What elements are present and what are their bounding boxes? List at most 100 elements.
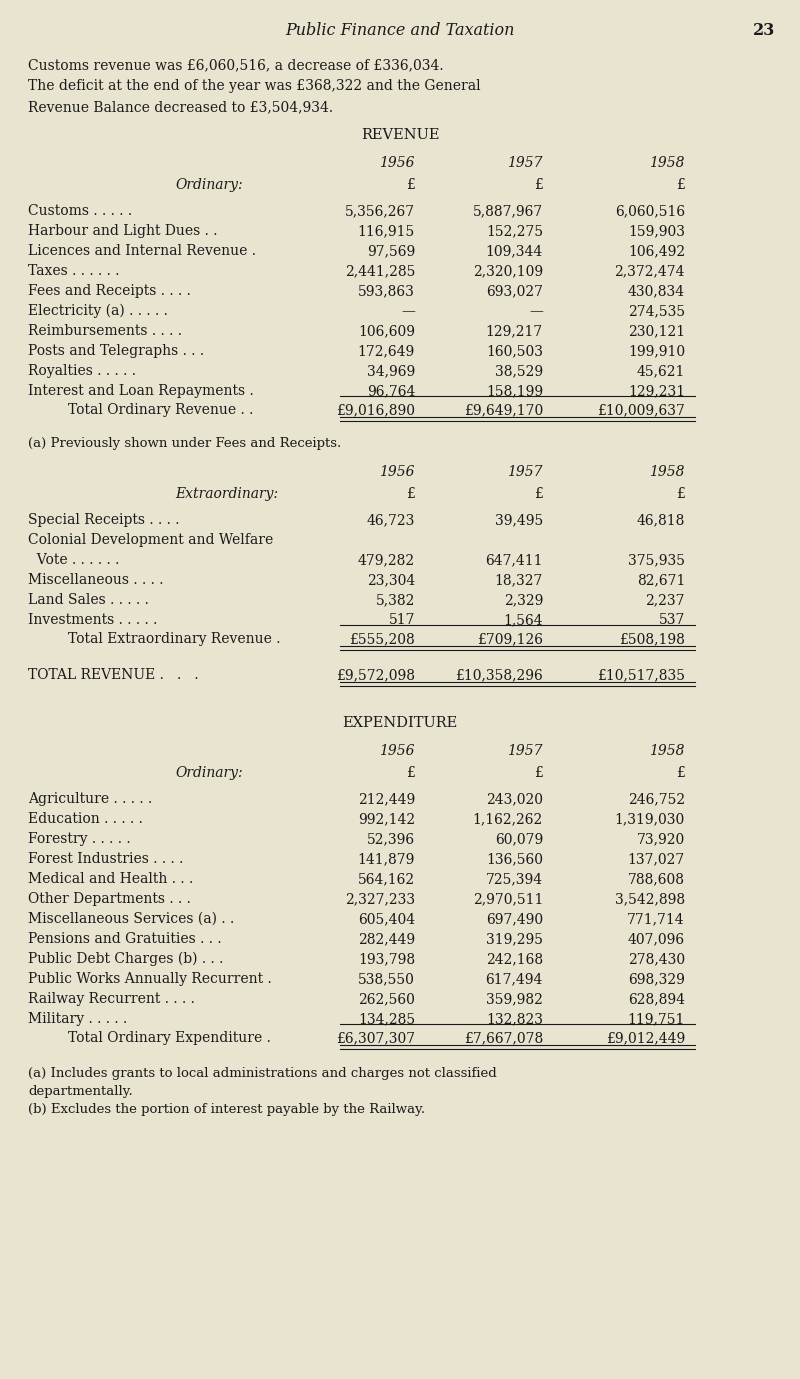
Text: Ordinary:: Ordinary: (175, 178, 242, 192)
Text: Vote . . . . . .: Vote . . . . . . (28, 553, 119, 567)
Text: £555,208: £555,208 (350, 632, 415, 645)
Text: Public Debt Charges (b) . . .: Public Debt Charges (b) . . . (28, 952, 223, 967)
Text: Military . . . . .: Military . . . . . (28, 1012, 127, 1026)
Text: 617,494: 617,494 (486, 972, 543, 986)
Text: 479,282: 479,282 (358, 553, 415, 567)
Text: 129,231: 129,231 (628, 383, 685, 399)
Text: 212,449: 212,449 (358, 792, 415, 805)
Text: Ordinary:: Ordinary: (175, 765, 242, 781)
Text: 172,649: 172,649 (358, 343, 415, 359)
Text: (a) Includes grants to local administrations and charges not classified: (a) Includes grants to local administrat… (28, 1067, 497, 1080)
Text: 97,569: 97,569 (366, 244, 415, 258)
Text: Colonial Development and Welfare: Colonial Development and Welfare (28, 534, 274, 547)
Text: 106,609: 106,609 (358, 324, 415, 338)
Text: 1958: 1958 (650, 745, 685, 758)
Text: Pensions and Gratuities . . .: Pensions and Gratuities . . . (28, 932, 222, 946)
Text: 274,535: 274,535 (628, 303, 685, 319)
Text: 230,121: 230,121 (628, 324, 685, 338)
Text: 725,394: 725,394 (486, 872, 543, 885)
Text: EXPENDITURE: EXPENDITURE (342, 716, 458, 729)
Text: Investments . . . . .: Investments . . . . . (28, 614, 158, 627)
Text: Royalties . . . . .: Royalties . . . . . (28, 364, 136, 378)
Text: 45,621: 45,621 (637, 364, 685, 378)
Text: £: £ (406, 178, 415, 192)
Text: (b) Excludes the portion of interest payable by the Railway.: (b) Excludes the portion of interest pay… (28, 1103, 425, 1116)
Text: Public Works Annually Recurrent .: Public Works Annually Recurrent . (28, 972, 272, 986)
Text: 2,970,511: 2,970,511 (473, 892, 543, 906)
Text: Revenue Balance decreased to £3,504,934.: Revenue Balance decreased to £3,504,934. (28, 101, 333, 114)
Text: £9,649,170: £9,649,170 (464, 403, 543, 416)
Text: Total Ordinary Revenue . .: Total Ordinary Revenue . . (68, 403, 254, 416)
Text: 1,162,262: 1,162,262 (473, 812, 543, 826)
Text: £7,667,078: £7,667,078 (464, 1031, 543, 1045)
Text: Miscellaneous . . . .: Miscellaneous . . . . (28, 574, 163, 587)
Text: Railway Recurrent . . . .: Railway Recurrent . . . . (28, 992, 195, 1007)
Text: 1,564: 1,564 (503, 614, 543, 627)
Text: £9,012,449: £9,012,449 (606, 1031, 685, 1045)
Text: Other Departments . . .: Other Departments . . . (28, 892, 191, 906)
Text: 2,320,109: 2,320,109 (473, 263, 543, 279)
Text: £: £ (676, 487, 685, 501)
Text: 158,199: 158,199 (486, 383, 543, 399)
Text: £: £ (534, 487, 543, 501)
Text: 193,798: 193,798 (358, 952, 415, 967)
Text: 160,503: 160,503 (486, 343, 543, 359)
Text: 605,404: 605,404 (358, 912, 415, 927)
Text: 39,495: 39,495 (494, 513, 543, 527)
Text: Electricity (a) . . . . .: Electricity (a) . . . . . (28, 303, 168, 319)
Text: 537: 537 (658, 614, 685, 627)
Text: 697,490: 697,490 (486, 912, 543, 927)
Text: £: £ (406, 487, 415, 501)
Text: 23: 23 (753, 22, 775, 39)
Text: 23,304: 23,304 (366, 574, 415, 587)
Text: 282,449: 282,449 (358, 932, 415, 946)
Text: 242,168: 242,168 (486, 952, 543, 967)
Text: 116,915: 116,915 (358, 223, 415, 239)
Text: 2,327,233: 2,327,233 (345, 892, 415, 906)
Text: 136,560: 136,560 (486, 852, 543, 866)
Text: 5,382: 5,382 (376, 593, 415, 607)
Text: 564,162: 564,162 (358, 872, 415, 885)
Text: 407,096: 407,096 (628, 932, 685, 946)
Text: 134,285: 134,285 (358, 1012, 415, 1026)
Text: 18,327: 18,327 (494, 574, 543, 587)
Text: £: £ (534, 178, 543, 192)
Text: 243,020: 243,020 (486, 792, 543, 805)
Text: 132,823: 132,823 (486, 1012, 543, 1026)
Text: Public Finance and Taxation: Public Finance and Taxation (286, 22, 514, 39)
Text: £709,126: £709,126 (477, 632, 543, 645)
Text: 538,550: 538,550 (358, 972, 415, 986)
Text: 788,608: 788,608 (628, 872, 685, 885)
Text: Education . . . . .: Education . . . . . (28, 812, 143, 826)
Text: 319,295: 319,295 (486, 932, 543, 946)
Text: Customs revenue was £6,060,516, a decrease of £336,034.: Customs revenue was £6,060,516, a decrea… (28, 58, 444, 72)
Text: £508,198: £508,198 (619, 632, 685, 645)
Text: Taxes . . . . . .: Taxes . . . . . . (28, 263, 119, 279)
Text: Total Ordinary Expenditure .: Total Ordinary Expenditure . (68, 1031, 271, 1045)
Text: 1958: 1958 (650, 156, 685, 170)
Text: Agriculture . . . . .: Agriculture . . . . . (28, 792, 152, 805)
Text: 52,396: 52,396 (367, 832, 415, 845)
Text: REVENUE: REVENUE (361, 128, 439, 142)
Text: 109,344: 109,344 (486, 244, 543, 258)
Text: £9,016,890: £9,016,890 (336, 403, 415, 416)
Text: 46,818: 46,818 (637, 513, 685, 527)
Text: 159,903: 159,903 (628, 223, 685, 239)
Text: 2,372,474: 2,372,474 (614, 263, 685, 279)
Text: 375,935: 375,935 (628, 553, 685, 567)
Text: 1,319,030: 1,319,030 (614, 812, 685, 826)
Text: Posts and Telegraphs . . .: Posts and Telegraphs . . . (28, 343, 204, 359)
Text: 1957: 1957 (507, 465, 543, 479)
Text: 5,887,967: 5,887,967 (473, 204, 543, 218)
Text: Medical and Health . . .: Medical and Health . . . (28, 872, 194, 885)
Text: —: — (401, 303, 415, 319)
Text: departmentally.: departmentally. (28, 1085, 133, 1098)
Text: 5,356,267: 5,356,267 (345, 204, 415, 218)
Text: Forest Industries . . . .: Forest Industries . . . . (28, 852, 183, 866)
Text: 430,834: 430,834 (628, 284, 685, 298)
Text: Licences and Internal Revenue .: Licences and Internal Revenue . (28, 244, 256, 258)
Text: 1956: 1956 (379, 745, 415, 758)
Text: 1958: 1958 (650, 465, 685, 479)
Text: 992,142: 992,142 (358, 812, 415, 826)
Text: 119,751: 119,751 (628, 1012, 685, 1026)
